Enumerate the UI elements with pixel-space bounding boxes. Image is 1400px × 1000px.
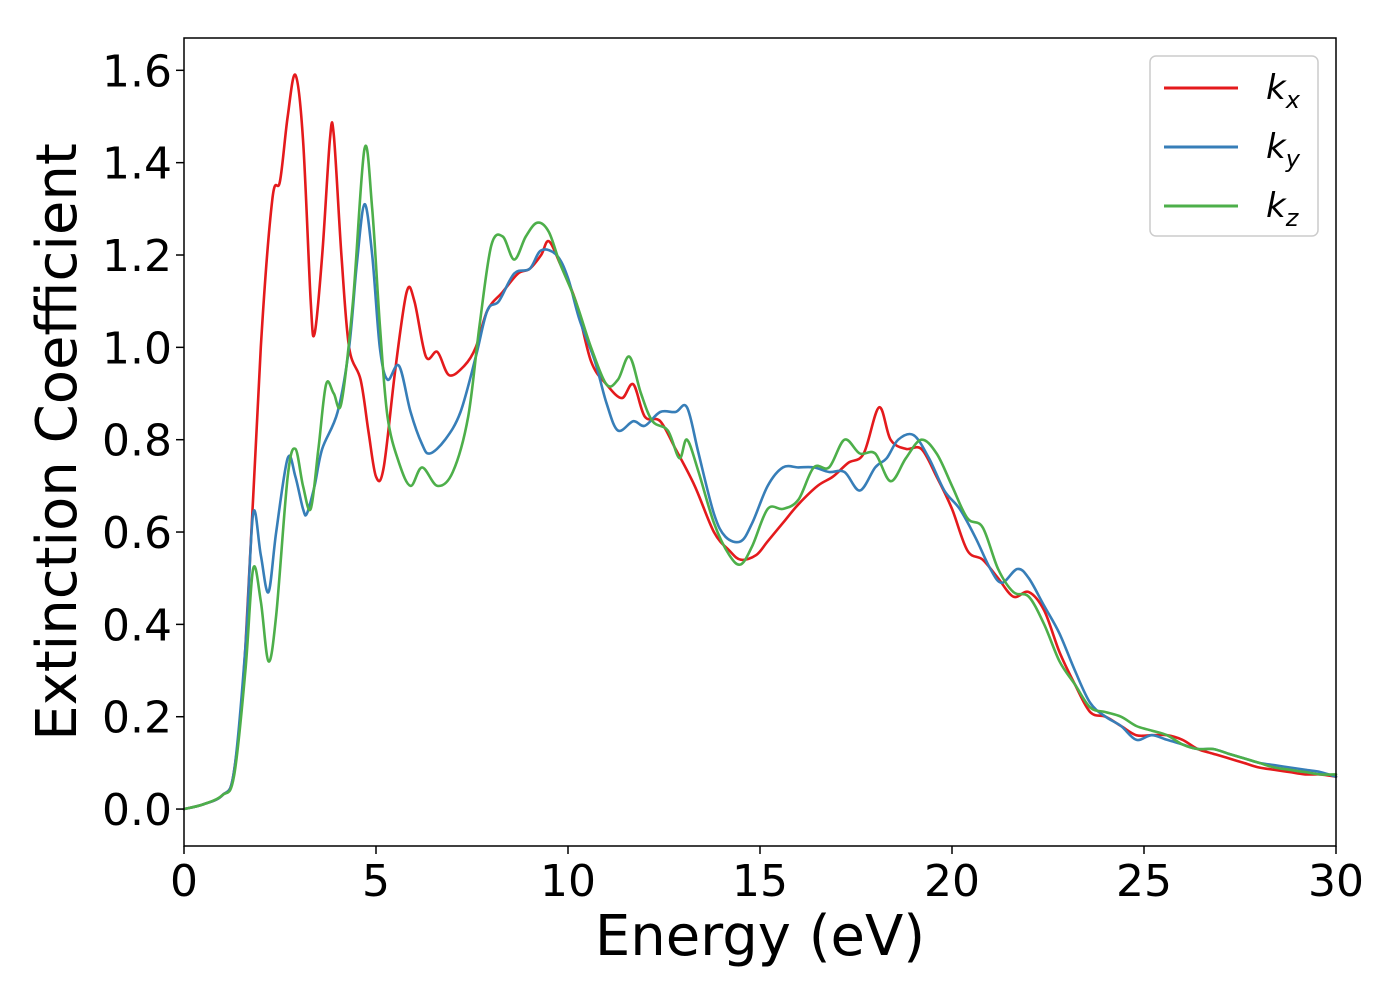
y-axis-ticks: 0.0 0.2 0.4 0.6 0.8 1.0 1.2 1.4 1.6 <box>102 46 184 836</box>
legend: kx ky kz <box>1149 55 1319 237</box>
x-tick-label: 10 <box>540 856 596 907</box>
y-tick-label: 0.0 <box>102 785 172 836</box>
x-axis-label: Energy (eV) <box>595 904 925 969</box>
legend-label-kz: kz <box>1266 186 1300 232</box>
x-tick-label: 5 <box>362 856 390 907</box>
x-tick-label: 20 <box>924 856 980 907</box>
y-axis-label: Extinction Coefficient <box>25 143 90 741</box>
legend-label-kx: kx <box>1266 68 1301 114</box>
series-group <box>182 73 1338 811</box>
series-line-ky <box>182 202 1338 811</box>
y-tick-label: 1.6 <box>102 46 172 97</box>
x-tick-label: 0 <box>170 856 198 907</box>
y-tick-label: 0.4 <box>102 600 172 651</box>
y-tick-label: 1.0 <box>102 323 172 374</box>
series-line-kz <box>182 144 1338 811</box>
x-tick-label: 15 <box>732 856 788 907</box>
x-tick-label: 30 <box>1308 856 1364 907</box>
y-tick-label: 0.2 <box>102 693 172 744</box>
x-axis-ticks: 0 5 10 15 20 25 30 <box>170 846 1364 907</box>
legend-label-ky: ky <box>1266 127 1301 173</box>
y-tick-label: 0.6 <box>102 508 172 559</box>
y-tick-label: 0.8 <box>102 416 172 467</box>
y-tick-label: 1.4 <box>102 139 172 190</box>
y-tick-label: 1.2 <box>102 231 172 282</box>
x-tick-label: 25 <box>1116 856 1172 907</box>
plot-background <box>184 38 1336 846</box>
